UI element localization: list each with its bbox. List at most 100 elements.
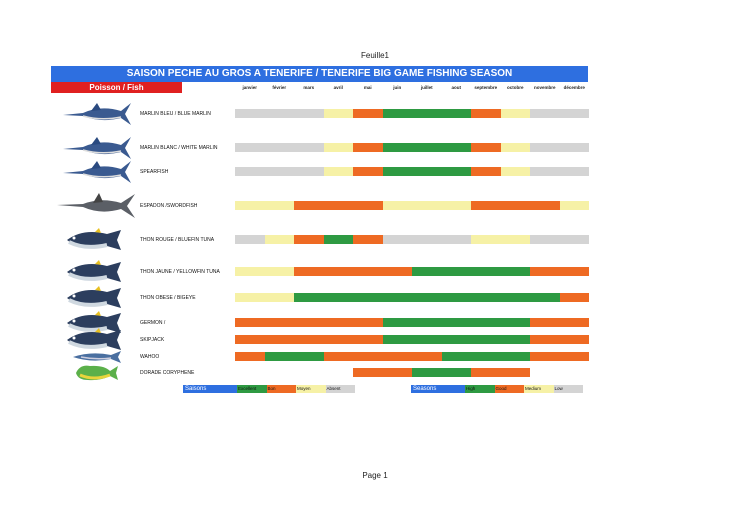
season-cell-mars xyxy=(294,201,324,210)
season-cell-septembre xyxy=(471,352,501,361)
season-cell-janvier xyxy=(235,267,265,276)
season-cell-février xyxy=(264,109,294,118)
month-header: avril xyxy=(333,85,343,90)
wahoo-icon xyxy=(71,350,123,369)
season-bar xyxy=(235,201,589,210)
season-cell-septembre xyxy=(471,109,501,118)
fish-name: WAHOO xyxy=(140,354,160,360)
season-cell-septembre xyxy=(471,318,501,327)
season-cell-janvier xyxy=(235,293,265,302)
season-cell-octobre xyxy=(500,201,530,210)
month-header: octobre xyxy=(506,85,524,90)
season-cell-mai xyxy=(353,293,383,302)
season-cell-mars xyxy=(294,235,324,244)
season-cell-décembre xyxy=(559,109,589,118)
season-cell-aout xyxy=(441,318,471,327)
season-cell-juillet xyxy=(412,143,442,152)
season-cell-septembre xyxy=(471,335,501,344)
season-cell-novembre xyxy=(530,167,560,176)
season-cell-février xyxy=(264,318,294,327)
season-cell-janvier xyxy=(235,109,265,118)
month-header: mai xyxy=(363,85,372,90)
legend-item: High xyxy=(465,385,495,393)
season-cell-décembre xyxy=(559,201,589,210)
season-cell-janvier xyxy=(235,352,265,361)
season-cell-juin xyxy=(382,293,412,302)
season-cell-aout xyxy=(441,335,471,344)
month-header: janvier xyxy=(242,85,257,90)
month-header: février xyxy=(272,85,287,90)
season-cell-juillet xyxy=(412,368,442,377)
season-cell-juillet xyxy=(412,352,442,361)
season-cell-mai xyxy=(353,109,383,118)
season-cell-septembre xyxy=(471,368,501,377)
season-cell-juillet xyxy=(412,109,442,118)
season-cell-octobre xyxy=(500,368,530,377)
season-cell-septembre xyxy=(471,143,501,152)
season-cell-mai xyxy=(353,267,383,276)
legend-item: Absent xyxy=(325,385,355,393)
season-cell-mai xyxy=(353,335,383,344)
season-bar xyxy=(235,352,589,361)
season-cell-janvier xyxy=(235,167,265,176)
legend-en: Seasons High Good Medium Low xyxy=(411,385,583,393)
season-cell-novembre xyxy=(530,143,560,152)
season-cell-mars xyxy=(294,143,324,152)
season-cell-février xyxy=(264,368,294,377)
season-cell-avril xyxy=(323,143,353,152)
season-cell-avril xyxy=(323,368,353,377)
season-cell-juin xyxy=(382,335,412,344)
tuna-icon xyxy=(65,309,129,342)
season-cell-avril xyxy=(323,293,353,302)
legend-title: Seasons xyxy=(411,385,465,393)
season-cell-aout xyxy=(441,109,471,118)
season-cell-juillet xyxy=(412,201,442,210)
season-cell-septembre xyxy=(471,235,501,244)
season-cell-novembre xyxy=(530,352,560,361)
season-cell-mars xyxy=(294,109,324,118)
season-cell-mai xyxy=(353,318,383,327)
fish-name: SKIPJACK xyxy=(140,337,165,343)
season-cell-juin xyxy=(382,143,412,152)
season-cell-septembre xyxy=(471,167,501,176)
season-cell-aout xyxy=(441,352,471,361)
season-cell-juin xyxy=(382,318,412,327)
season-cell-février xyxy=(264,267,294,276)
legend-item: Excellent xyxy=(237,385,267,393)
season-cell-novembre xyxy=(530,267,560,276)
fish-name: DORADE CORYPHENE xyxy=(140,370,195,376)
season-bar xyxy=(235,143,589,152)
season-cell-février xyxy=(264,335,294,344)
season-cell-mars xyxy=(294,368,324,377)
season-cell-décembre xyxy=(559,167,589,176)
season-cell-avril xyxy=(323,267,353,276)
season-cell-janvier xyxy=(235,368,265,377)
legend-item: Good xyxy=(494,385,524,393)
season-cell-octobre xyxy=(500,143,530,152)
season-bar xyxy=(235,318,589,327)
tuna-icon xyxy=(65,284,129,317)
season-cell-aout xyxy=(441,293,471,302)
season-cell-février xyxy=(264,293,294,302)
season-cell-aout xyxy=(441,143,471,152)
season-cell-mai xyxy=(353,167,383,176)
fish-name: THON ROUGE / BLUEFIN TUNA xyxy=(140,237,215,243)
season-cell-avril xyxy=(323,335,353,344)
season-cell-juin xyxy=(382,267,412,276)
legend-item: Moyen xyxy=(296,385,326,393)
season-cell-mars xyxy=(294,335,324,344)
season-cell-novembre xyxy=(530,293,560,302)
season-cell-janvier xyxy=(235,143,265,152)
season-cell-juillet xyxy=(412,318,442,327)
legend-item: Bon xyxy=(266,385,296,393)
month-header: aout xyxy=(451,85,462,90)
season-cell-décembre xyxy=(559,143,589,152)
season-cell-octobre xyxy=(500,235,530,244)
fish-name: THON OBESE / BIGEYE xyxy=(140,295,196,301)
season-cell-mars xyxy=(294,352,324,361)
marlin-icon xyxy=(61,101,133,132)
season-cell-octobre xyxy=(500,335,530,344)
season-cell-octobre xyxy=(500,167,530,176)
season-cell-octobre xyxy=(500,293,530,302)
season-cell-avril xyxy=(323,352,353,361)
